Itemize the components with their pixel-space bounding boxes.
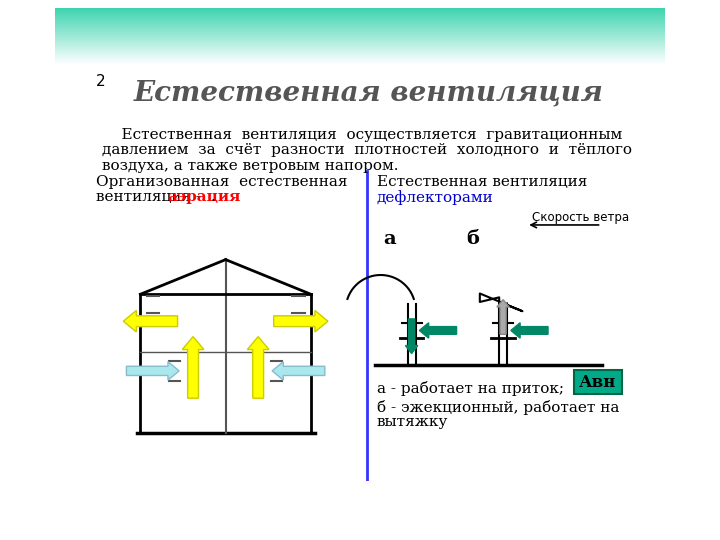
Text: Авн: Авн [579, 374, 616, 390]
Polygon shape [497, 300, 509, 334]
Text: вентиляция -: вентиляция - [96, 190, 206, 204]
Text: .: . [210, 190, 215, 204]
Text: вытяжку: вытяжку [377, 415, 448, 429]
Text: Скорость ветра: Скорость ветра [532, 211, 629, 224]
Text: дефлекторами: дефлекторами [377, 190, 493, 205]
Text: Естественная вентиляция: Естественная вентиляция [377, 175, 587, 189]
Polygon shape [127, 362, 179, 380]
Text: давлением  за  счёт  разности  плотностей  холодного  и  тёплого: давлением за счёт разности плотностей хо… [102, 143, 631, 157]
Text: а: а [383, 231, 396, 248]
Polygon shape [405, 319, 418, 354]
Polygon shape [182, 336, 204, 398]
Text: Естественная вентиляция: Естественная вентиляция [134, 79, 604, 106]
Polygon shape [274, 310, 328, 332]
Polygon shape [248, 336, 269, 398]
Text: аэрация: аэрация [168, 190, 241, 204]
Text: б: б [466, 231, 479, 248]
Text: воздуха, а также ветровым напором.: воздуха, а также ветровым напором. [102, 159, 398, 173]
Text: б - эжекционный, работает на: б - эжекционный, работает на [377, 400, 619, 415]
Text: Организованная  естественная: Организованная естественная [96, 175, 348, 189]
Polygon shape [419, 323, 456, 338]
Text: Естественная  вентиляция  осуществляется  гравитационным: Естественная вентиляция осуществляется г… [102, 128, 622, 142]
Polygon shape [510, 323, 548, 338]
Text: 2: 2 [96, 74, 106, 89]
Polygon shape [272, 362, 325, 380]
Polygon shape [123, 310, 178, 332]
FancyBboxPatch shape [574, 370, 621, 394]
Text: а - работает на приток;: а - работает на приток; [377, 381, 564, 395]
